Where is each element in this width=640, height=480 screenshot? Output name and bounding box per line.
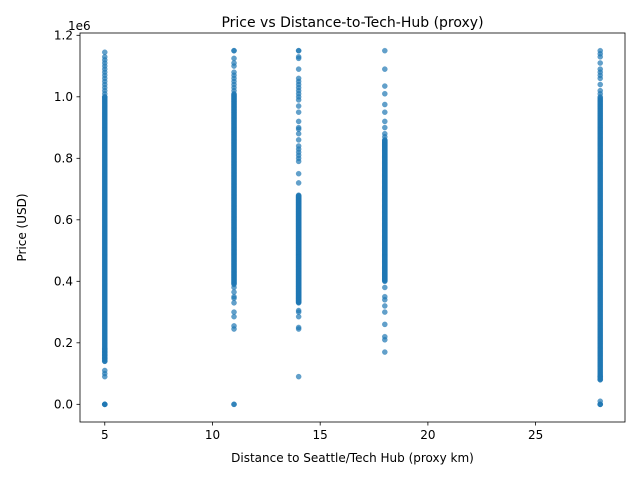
x-tick-label: 25 bbox=[528, 428, 543, 442]
data-point bbox=[295, 75, 302, 82]
data-point bbox=[231, 47, 237, 54]
y-axis-offset-label: 1e6 bbox=[68, 19, 91, 33]
data-point bbox=[381, 90, 388, 97]
y-tick-label: 1.0 bbox=[54, 90, 73, 104]
data-point bbox=[381, 284, 388, 291]
y-tick-label: 0.6 bbox=[54, 213, 73, 227]
data-point bbox=[101, 49, 108, 56]
data-point bbox=[231, 309, 237, 315]
data-point bbox=[231, 55, 237, 62]
chart-title: Price vs Distance-to-Tech-Hub (proxy) bbox=[221, 15, 483, 31]
data-point bbox=[597, 373, 604, 380]
data-point bbox=[295, 109, 302, 116]
y-tick-label: 0.0 bbox=[54, 398, 73, 412]
data-point bbox=[597, 81, 604, 88]
data-point bbox=[381, 309, 388, 315]
x-tick-label: 20 bbox=[420, 428, 435, 442]
data-point bbox=[101, 346, 108, 352]
data-point bbox=[295, 192, 302, 199]
data-point bbox=[381, 124, 388, 131]
data-point bbox=[295, 373, 302, 380]
data-point bbox=[295, 143, 302, 149]
data-point bbox=[381, 118, 388, 125]
data-point bbox=[381, 293, 388, 300]
data-points bbox=[101, 47, 604, 408]
x-axis-ticks: 5 10 15 20 25 bbox=[101, 422, 543, 442]
data-point bbox=[295, 47, 302, 54]
data-point bbox=[381, 47, 388, 54]
x-tick-label: 10 bbox=[205, 428, 220, 442]
data-point bbox=[381, 109, 388, 116]
data-point bbox=[381, 303, 388, 309]
x-tick-label: 15 bbox=[313, 428, 328, 442]
x-tick-label: 5 bbox=[101, 428, 109, 442]
x-axis-label: Distance to Seattle/Tech Hub (proxy km) bbox=[231, 451, 474, 465]
y-axis-ticks: 0.0 0.2 0.4 0.6 0.8 1.0 1.2 bbox=[54, 29, 80, 412]
plot-frame bbox=[79, 32, 626, 423]
data-point bbox=[381, 333, 388, 340]
data-point bbox=[381, 83, 388, 89]
data-point bbox=[231, 69, 237, 76]
data-point bbox=[101, 367, 108, 374]
data-point bbox=[597, 47, 604, 54]
data-point bbox=[295, 118, 302, 125]
data-point bbox=[597, 398, 604, 405]
data-point bbox=[381, 130, 388, 137]
data-point bbox=[381, 66, 388, 72]
data-point bbox=[381, 321, 388, 328]
data-point bbox=[295, 66, 302, 72]
data-point bbox=[295, 180, 302, 186]
data-point bbox=[295, 324, 302, 331]
data-point bbox=[231, 323, 237, 329]
data-point bbox=[295, 124, 302, 131]
data-point bbox=[295, 53, 302, 60]
data-point bbox=[231, 401, 237, 408]
data-point bbox=[597, 66, 604, 72]
y-tick-label: 0.2 bbox=[54, 336, 73, 350]
data-point bbox=[295, 103, 302, 109]
y-tick-label: 0.4 bbox=[54, 275, 73, 289]
data-point bbox=[381, 101, 388, 108]
data-point bbox=[597, 87, 604, 94]
data-point bbox=[295, 137, 302, 143]
y-axis-label: Price (USD) bbox=[15, 193, 29, 261]
data-point bbox=[381, 349, 388, 355]
data-point bbox=[295, 170, 302, 177]
y-tick-label: 1.2 bbox=[54, 29, 73, 43]
data-point bbox=[101, 401, 108, 408]
y-tick-label: 0.8 bbox=[54, 152, 73, 166]
data-point bbox=[295, 307, 302, 314]
data-point bbox=[231, 284, 237, 291]
data-point bbox=[597, 60, 604, 66]
